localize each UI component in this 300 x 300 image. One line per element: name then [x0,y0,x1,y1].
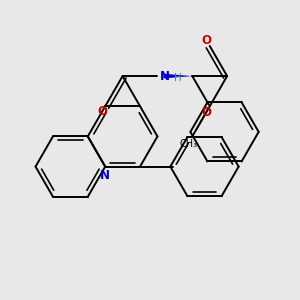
Text: O: O [201,106,211,119]
Text: N: N [160,70,170,83]
Text: O: O [201,34,212,47]
Polygon shape [164,74,192,78]
Text: CH₃: CH₃ [179,139,197,148]
Text: N: N [100,169,110,182]
Text: H: H [174,73,182,83]
Text: O: O [97,105,107,118]
